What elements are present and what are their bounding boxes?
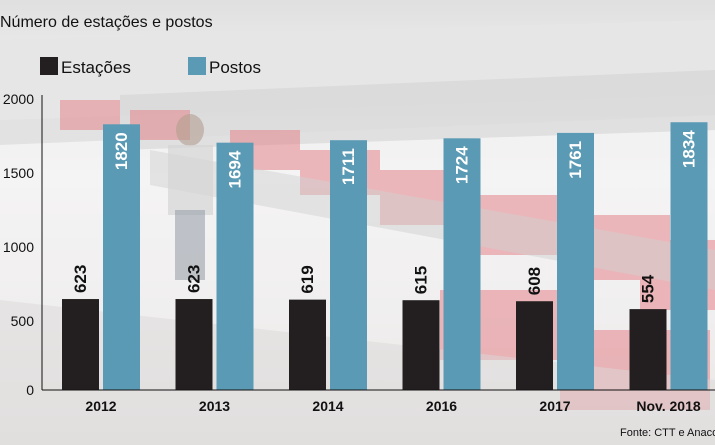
x-tick-2: 2014 bbox=[312, 398, 343, 414]
chart-title: Número de estações e postos bbox=[0, 14, 213, 31]
bar-postos-5 bbox=[670, 122, 708, 391]
value-label-estacoes-0: 623 bbox=[71, 265, 90, 293]
bar-postos-1 bbox=[216, 142, 254, 390]
value-label-estacoes-3: 615 bbox=[412, 266, 431, 294]
legend-label-estacoes: Estações bbox=[61, 58, 131, 77]
legend-swatch-postos bbox=[188, 57, 206, 75]
x-tick-3: 2016 bbox=[426, 398, 457, 414]
value-label-postos-4: 1761 bbox=[566, 141, 585, 179]
value-label-postos-2: 1711 bbox=[339, 148, 358, 185]
y-tick-0: 0 bbox=[26, 382, 34, 398]
bar-estacoes-3 bbox=[402, 300, 440, 390]
legend: Estações Postos bbox=[40, 57, 261, 77]
value-label-estacoes-4: 608 bbox=[525, 267, 544, 295]
value-label-postos-0: 1820 bbox=[112, 132, 131, 170]
bar-postos-3 bbox=[443, 138, 481, 390]
x-axis: 2012 2013 2014 2016 2017 Nov. 2018 bbox=[42, 389, 715, 414]
x-tick-1: 2013 bbox=[199, 398, 230, 414]
bar-postos-0 bbox=[103, 124, 140, 390]
x-tick-0: 2012 bbox=[85, 398, 116, 414]
y-tick-1500: 1500 bbox=[3, 165, 34, 181]
bar-estacoes-4 bbox=[516, 301, 553, 390]
bars: 623 1820 623 1694 619 1711 615 1724 608 1761 554 18… bbox=[62, 122, 708, 391]
bar-estacoes-1 bbox=[175, 299, 213, 390]
value-label-postos-1: 1694 bbox=[226, 150, 245, 188]
source-note: Fonte: CTT e Anacom bbox=[620, 427, 715, 439]
x-tick-4: 2017 bbox=[539, 398, 570, 414]
x-tick-5: Nov. 2018 bbox=[636, 398, 701, 414]
legend-swatch-estacoes bbox=[40, 57, 58, 75]
legend-label-postos: Postos bbox=[209, 58, 261, 77]
y-tick-1000: 1000 bbox=[3, 239, 34, 255]
value-label-estacoes-2: 619 bbox=[298, 265, 317, 293]
value-label-estacoes-1: 623 bbox=[185, 265, 204, 293]
bar-estacoes-0 bbox=[62, 299, 99, 390]
y-axis: 0 500 1000 1500 2000 bbox=[3, 91, 43, 398]
value-label-estacoes-5: 554 bbox=[639, 274, 658, 303]
bar-postos-4 bbox=[557, 132, 594, 391]
value-label-postos-5: 1834 bbox=[680, 130, 699, 168]
bar-estacoes-5 bbox=[629, 309, 667, 390]
y-tick-2000: 2000 bbox=[3, 91, 34, 107]
bar-estacoes-2 bbox=[289, 299, 326, 390]
y-tick-500: 500 bbox=[11, 313, 35, 329]
value-label-postos-3: 1724 bbox=[453, 146, 472, 184]
bar-postos-2 bbox=[330, 140, 367, 390]
